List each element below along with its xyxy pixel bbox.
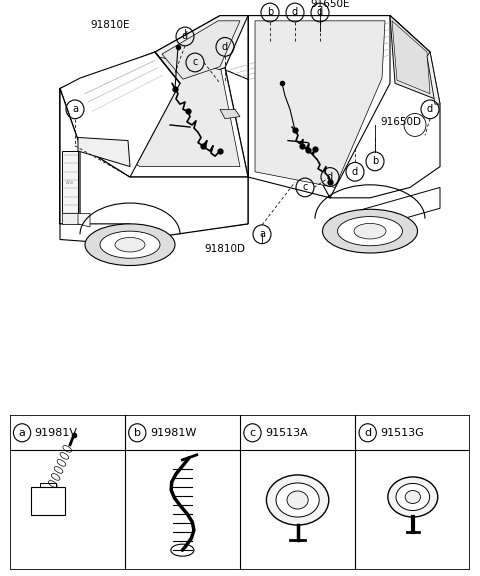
Text: 91650E: 91650E [310,0,349,9]
Polygon shape [427,52,440,104]
Polygon shape [155,16,430,52]
Polygon shape [60,52,180,177]
Text: b: b [372,157,378,166]
Ellipse shape [115,237,145,252]
Text: d: d [317,7,323,17]
Ellipse shape [405,491,420,503]
Text: 91513G: 91513G [380,428,424,438]
Ellipse shape [287,491,308,509]
Text: d: d [427,104,433,114]
Polygon shape [60,52,248,240]
Polygon shape [155,16,248,84]
Text: 91810D: 91810D [204,244,245,254]
Ellipse shape [354,223,386,239]
Ellipse shape [276,483,319,517]
Polygon shape [65,57,240,166]
Text: 91981V: 91981V [35,428,78,438]
Polygon shape [220,16,430,89]
Polygon shape [60,224,130,245]
Polygon shape [62,151,78,214]
Polygon shape [62,214,80,224]
Ellipse shape [85,224,175,266]
Text: d: d [364,428,371,438]
Text: 91810E: 91810E [90,20,130,30]
Text: d: d [222,42,228,52]
Text: d: d [292,7,298,17]
Polygon shape [248,16,390,198]
Text: c: c [250,428,255,438]
Ellipse shape [388,477,438,517]
Text: 91981W: 91981W [150,428,196,438]
Ellipse shape [337,217,403,246]
Text: kia: kia [66,180,74,185]
Text: 91650D: 91650D [380,117,421,127]
Text: c: c [302,183,308,192]
Ellipse shape [323,209,418,253]
Text: a: a [72,104,78,114]
Polygon shape [78,214,90,227]
Polygon shape [60,89,248,240]
Ellipse shape [266,475,329,525]
Text: d: d [327,172,333,182]
Text: d: d [182,32,188,41]
Polygon shape [392,21,430,94]
Text: c: c [192,58,198,67]
Polygon shape [220,109,240,119]
Text: a: a [259,229,265,239]
Text: 91513A: 91513A [265,428,308,438]
Text: a: a [19,428,25,438]
Polygon shape [330,16,440,198]
Polygon shape [255,21,385,187]
Polygon shape [60,52,248,177]
Polygon shape [162,21,240,79]
Ellipse shape [396,483,430,510]
Ellipse shape [404,113,426,137]
Text: d: d [352,167,358,177]
Polygon shape [390,16,435,99]
Polygon shape [330,187,440,240]
Polygon shape [78,138,130,166]
Polygon shape [60,89,80,224]
Text: b: b [267,7,273,17]
Text: b: b [134,428,141,438]
Ellipse shape [171,544,194,556]
Ellipse shape [100,231,160,258]
